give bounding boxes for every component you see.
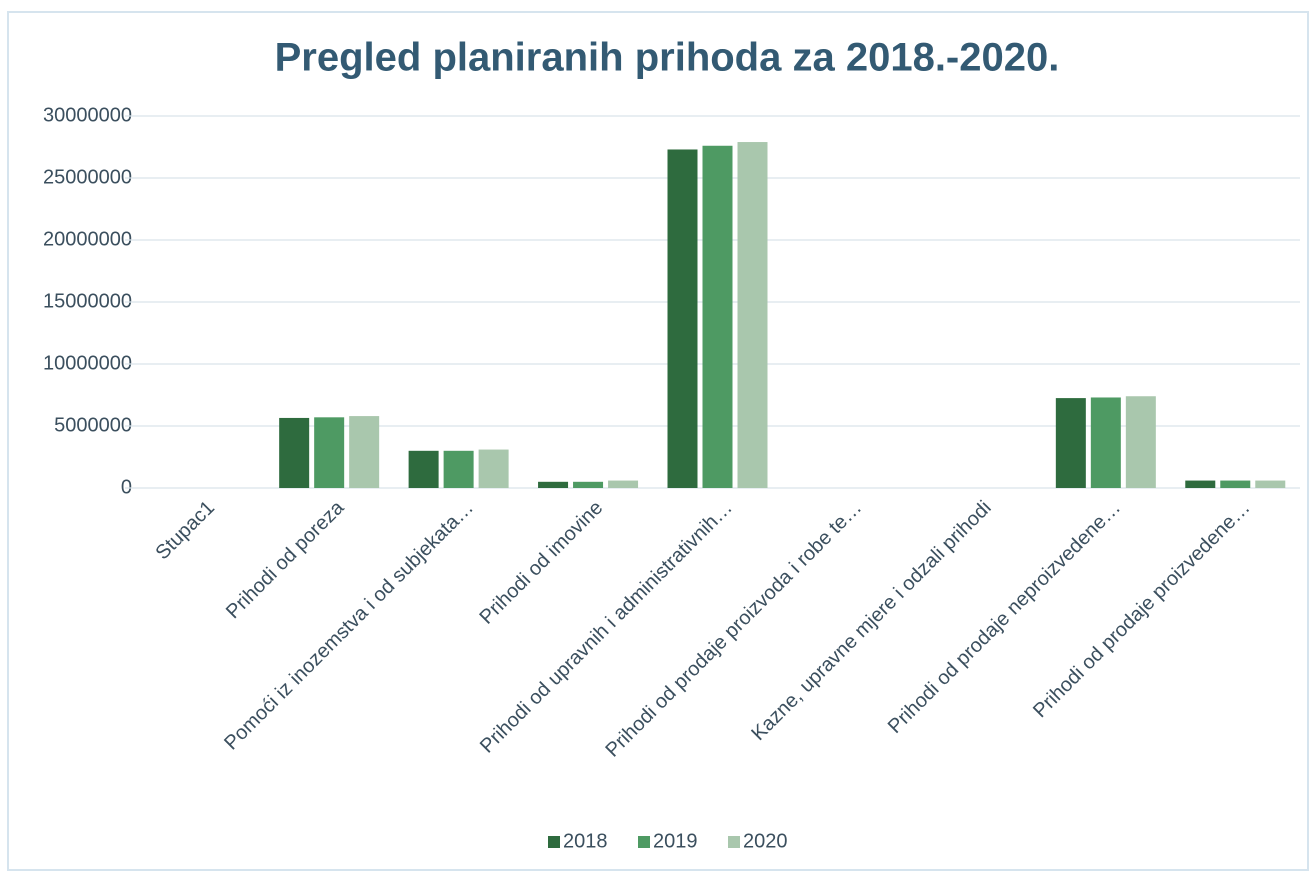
legend-swatch bbox=[728, 836, 740, 848]
bar bbox=[1125, 396, 1156, 488]
legend-label: 2019 bbox=[653, 830, 698, 852]
chart-title: Pregled planiranih prihoda za 2018.-2020… bbox=[275, 36, 1060, 80]
bar bbox=[667, 149, 698, 489]
bar bbox=[314, 417, 345, 488]
bar bbox=[538, 481, 569, 488]
bar bbox=[349, 416, 380, 488]
legend-swatch bbox=[548, 836, 560, 848]
y-tick-label: 15000000 bbox=[43, 290, 132, 312]
bar bbox=[1185, 480, 1216, 488]
bar bbox=[1055, 398, 1086, 488]
y-tick-label: 30000000 bbox=[43, 104, 132, 126]
y-tick-label: 5000000 bbox=[54, 414, 132, 436]
bar bbox=[1255, 480, 1286, 488]
bar bbox=[408, 450, 439, 488]
y-tick-label: 20000000 bbox=[43, 228, 132, 250]
bar bbox=[608, 480, 639, 488]
bar bbox=[573, 481, 604, 488]
bar bbox=[1090, 397, 1121, 488]
bar bbox=[702, 145, 733, 488]
bar bbox=[1220, 480, 1251, 488]
bar bbox=[279, 417, 310, 488]
y-tick-label: 25000000 bbox=[43, 166, 132, 188]
legend-label: 2020 bbox=[743, 830, 788, 852]
bar bbox=[737, 142, 768, 489]
bar bbox=[443, 450, 474, 488]
legend-label: 2018 bbox=[563, 830, 608, 852]
bar bbox=[478, 449, 509, 488]
y-tick-label: 0 bbox=[121, 476, 132, 498]
legend-swatch bbox=[638, 836, 650, 848]
y-tick-label: 10000000 bbox=[43, 352, 132, 374]
